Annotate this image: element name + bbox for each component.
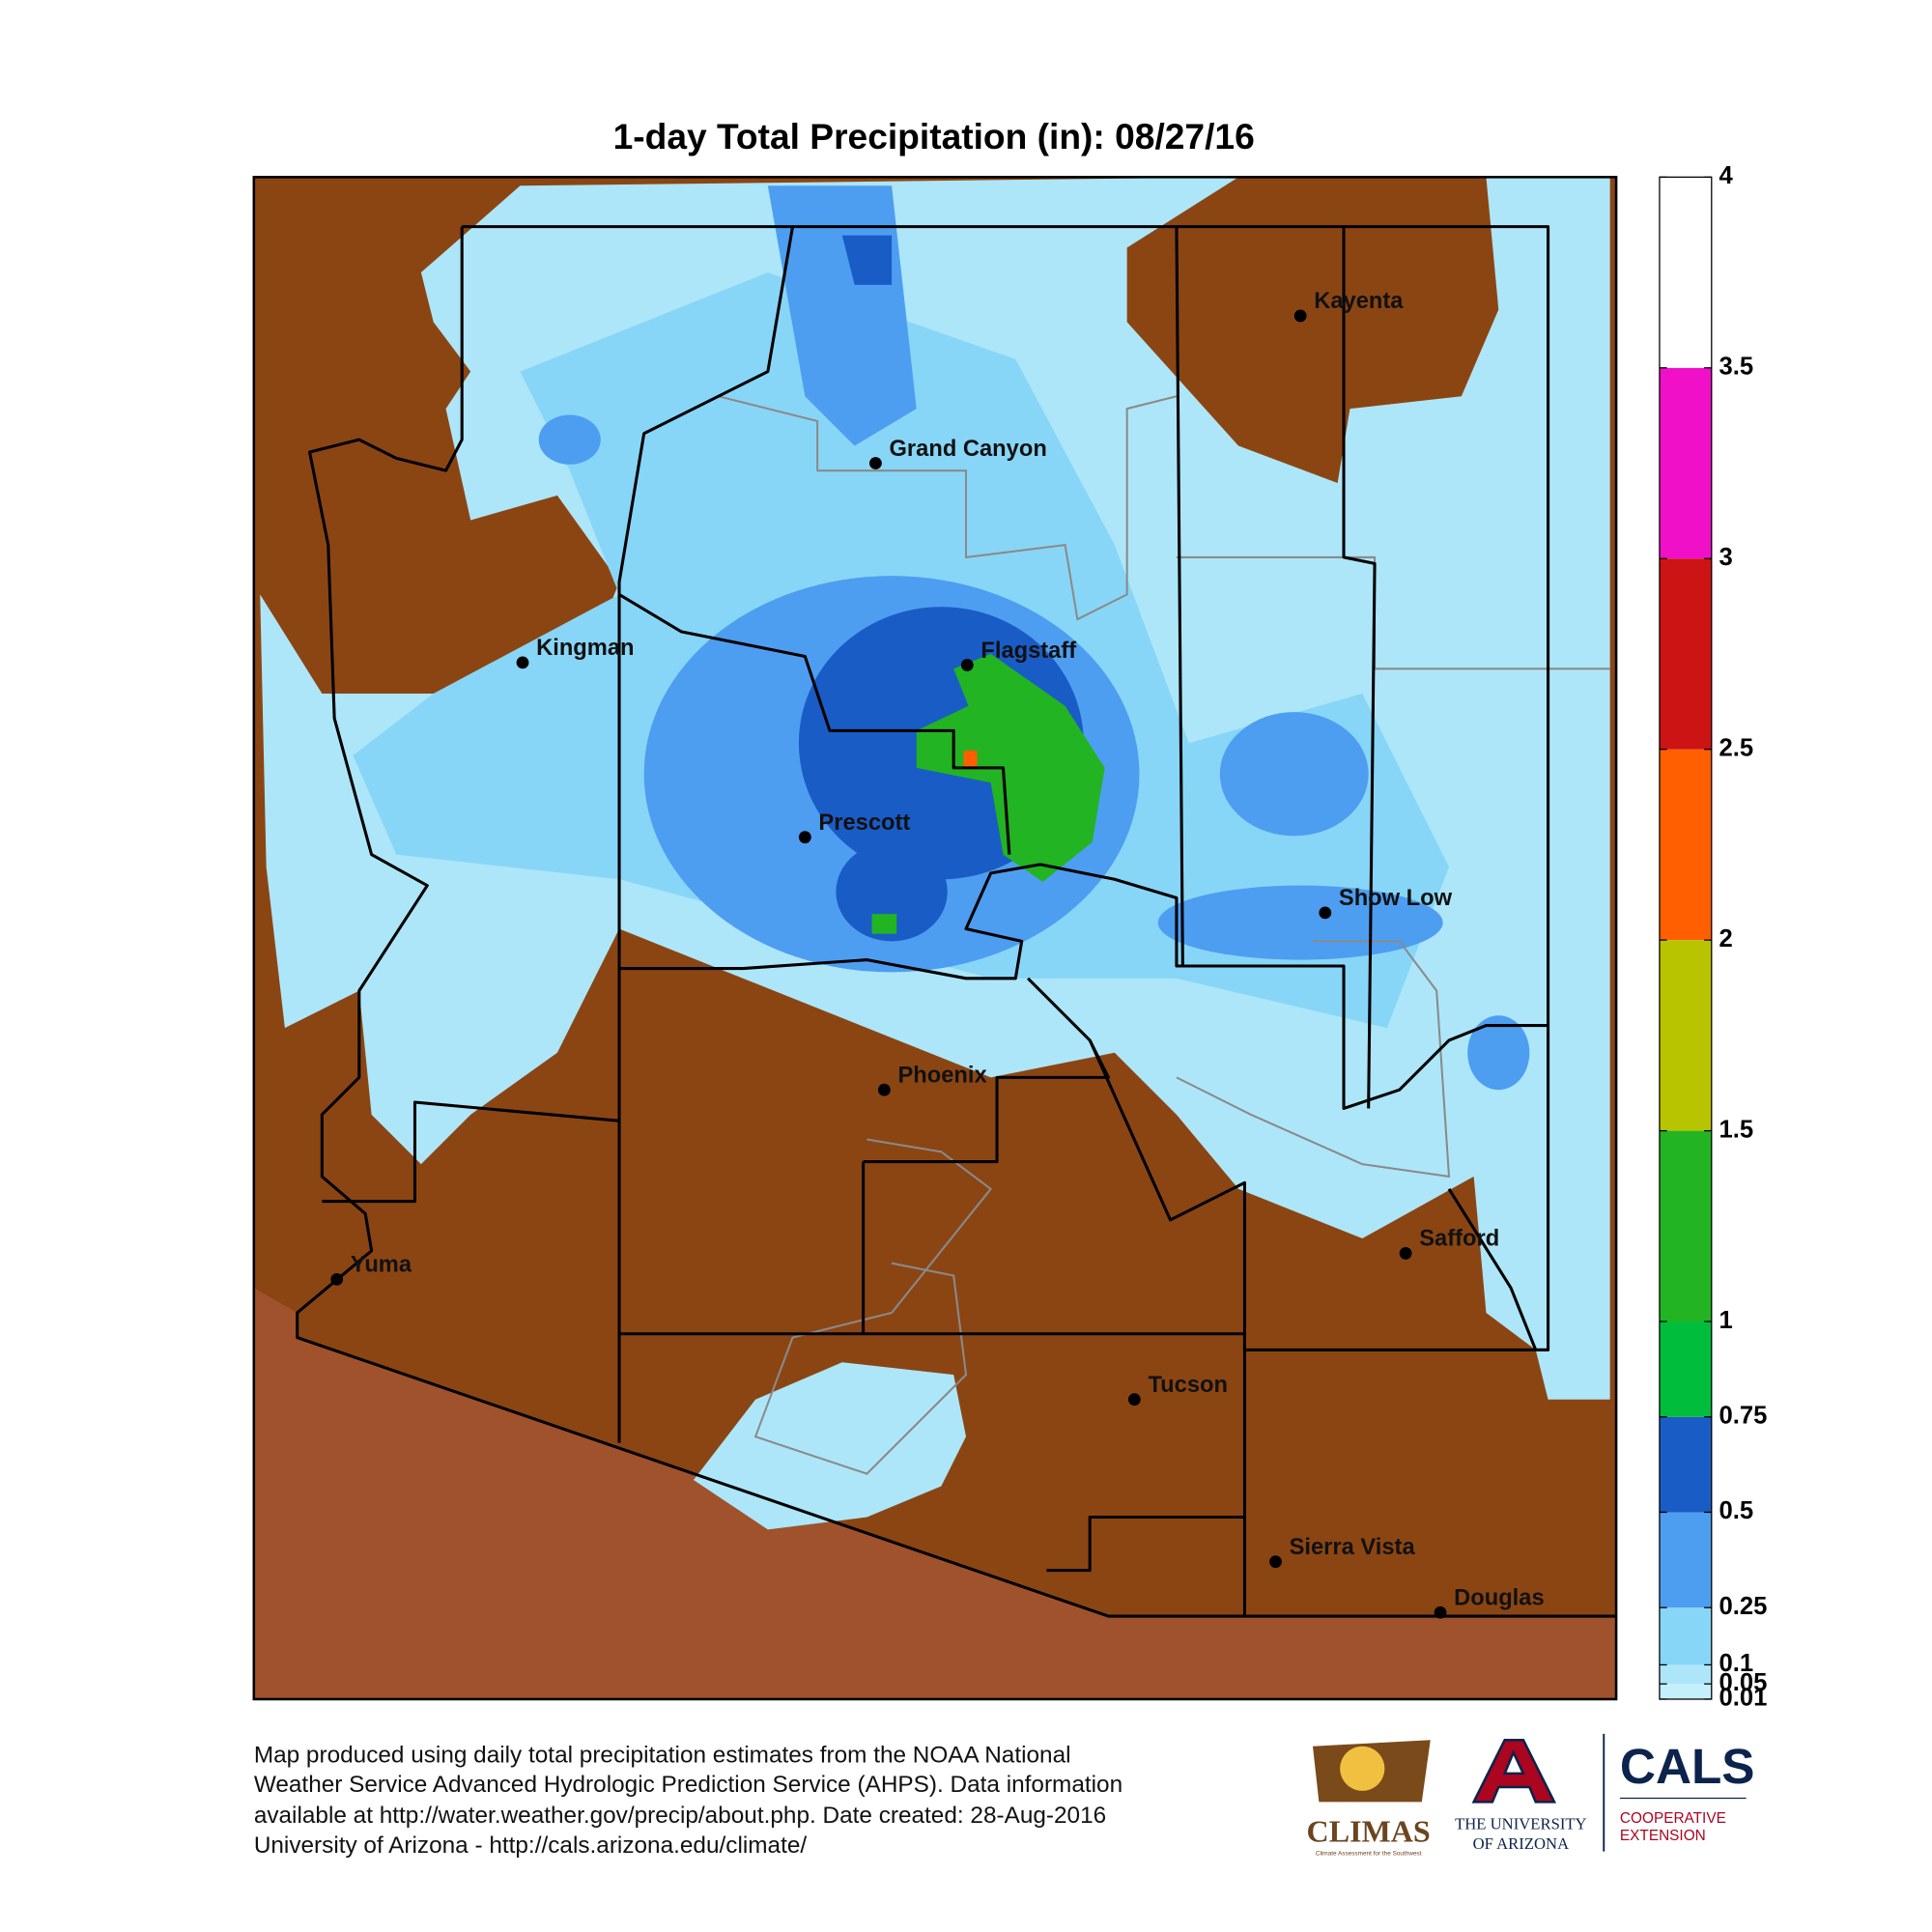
city-dot — [798, 831, 811, 844]
colorbar-tick-label: 0.75 — [1719, 1403, 1767, 1430]
colorbar-tick-label: 0.01 — [1719, 1685, 1767, 1712]
state-border — [296, 226, 1617, 1618]
county-line — [1447, 1187, 1538, 1351]
city-dot — [1319, 906, 1332, 920]
footer-line: Map produced using daily total precipita… — [254, 1742, 1071, 1768]
city-dot — [1269, 1555, 1282, 1569]
precip-area — [916, 653, 1105, 882]
county-line — [1342, 226, 1377, 1109]
county-line — [1175, 226, 1184, 967]
ua-logo: THE UNIVERSITY — [1455, 1815, 1586, 1833]
colorbar-tick-label: 4 — [1719, 162, 1733, 189]
county-line — [618, 593, 1011, 855]
cals-sub: EXTENSION — [1620, 1828, 1706, 1844]
city-dot — [516, 656, 529, 669]
footer: Map produced using daily total precipita… — [254, 1742, 1122, 1859]
footer-line: University of Arizona - http://cals.ariz… — [254, 1833, 808, 1859]
precip-area — [871, 914, 897, 934]
climas-sun — [1340, 1746, 1385, 1791]
reservation-line — [1176, 940, 1451, 1179]
reservation-line — [718, 395, 1178, 621]
climas-logo: CLIMAS — [1307, 1813, 1431, 1848]
city-dot — [869, 457, 882, 469]
colorbar-tick-label: 0.05 — [1719, 1669, 1767, 1696]
city-dot — [960, 659, 974, 671]
precip-area — [836, 841, 948, 942]
county-line — [1088, 1039, 1548, 1351]
colorbar-bin — [1659, 749, 1712, 941]
colorbar-bin — [1659, 1130, 1712, 1322]
colorbar-frame — [1659, 176, 1713, 1700]
precip-area — [693, 1362, 966, 1530]
city-dot — [1399, 1247, 1412, 1260]
mexico — [253, 1288, 1617, 1699]
map: Kayenta Grand Canyon Kingman Flagstaff Presc… — [252, 176, 1618, 1701]
ua-logo-mark — [1471, 1739, 1557, 1804]
land-dry — [1126, 177, 1499, 484]
county-line — [1046, 1515, 1245, 1573]
colorbar-bin — [1659, 367, 1712, 559]
colorbar-tick-label: 3 — [1719, 544, 1732, 571]
colorbar: 0.010.050.1 0.25 0.5 0.75 1 1.5 2 2.5 3 3.5 4 — [1659, 162, 1767, 1712]
colorbar-tick-label: 0.5 — [1719, 1497, 1753, 1524]
city-dot — [330, 1272, 344, 1286]
colorbar-bin — [1659, 1512, 1712, 1608]
city-label: Douglas — [1454, 1586, 1545, 1611]
city-label: Show Low — [1339, 886, 1453, 911]
colorbar-tick-label: 1 — [1719, 1307, 1732, 1334]
city-dot — [1293, 309, 1307, 323]
county-line — [322, 968, 621, 1204]
colorbar-tick-label: 0.25 — [1719, 1593, 1767, 1620]
colorbar-bin — [1659, 558, 1712, 750]
city-label: Flagstaff — [980, 639, 1076, 664]
logos: CLIMAS Climate Assessment for the Southw… — [1307, 1733, 1755, 1858]
footer-line: Weather Service Advanced Hydrologic Pred… — [254, 1772, 1122, 1798]
map-title: 1-day Total Precipitation (in): 08/27/16 — [613, 116, 1255, 156]
colorbar-bin — [1659, 1684, 1712, 1699]
precip-area — [538, 414, 601, 465]
city-label: Kingman — [536, 636, 634, 661]
colorbar-tick-label: 2 — [1719, 925, 1732, 952]
city-label: Tucson — [1148, 1373, 1228, 1398]
city-label: Grand Canyon — [890, 437, 1047, 462]
colorbar-bin — [1659, 177, 1712, 368]
cals-logo: CALS — [1620, 1739, 1755, 1794]
climas-sub: Climate Assessment for the Southwest — [1316, 1851, 1422, 1858]
county-line — [863, 977, 1110, 1164]
reservation-line — [753, 1138, 993, 1475]
precip-area — [963, 750, 978, 770]
city-label: Prescott — [818, 810, 910, 836]
city-label: Safford — [1419, 1227, 1499, 1252]
colorbar-bin — [1659, 940, 1712, 1131]
colorbar-tick-label: 1.5 — [1719, 1116, 1753, 1143]
city-label: Yuma — [351, 1253, 412, 1278]
colorbar-tick-label: 3.5 — [1719, 354, 1753, 381]
colorbar-bin — [1659, 1321, 1712, 1417]
city-label: Kayenta — [1314, 289, 1404, 314]
county-line — [617, 226, 1548, 1110]
city-dot — [877, 1083, 891, 1096]
colorbar-tick-label: 2.5 — [1719, 734, 1753, 761]
colorbar-bin — [1659, 1664, 1712, 1685]
city-layer: Kayenta Grand Canyon Kingman Flagstaff Presc… — [330, 289, 1545, 1619]
precip-area — [1467, 1015, 1530, 1091]
colorbar-tick-label: 0.1 — [1719, 1650, 1753, 1677]
map-frame — [252, 176, 1618, 1701]
city-dot — [1434, 1605, 1447, 1619]
city-dot — [1127, 1393, 1141, 1406]
cals-sub: COOPERATIVE — [1620, 1810, 1726, 1827]
footer-line: available at http://water.weather.gov/pr… — [254, 1803, 1106, 1829]
city-label: Sierra Vista — [1290, 1535, 1416, 1560]
colorbar-bin — [1659, 1416, 1712, 1513]
ua-logo: OF ARIZONA — [1473, 1834, 1569, 1853]
precip-area — [1219, 712, 1369, 837]
city-label: Phoenix — [897, 1064, 987, 1089]
precip-area — [841, 235, 893, 285]
colorbar-bin — [1659, 1607, 1712, 1665]
